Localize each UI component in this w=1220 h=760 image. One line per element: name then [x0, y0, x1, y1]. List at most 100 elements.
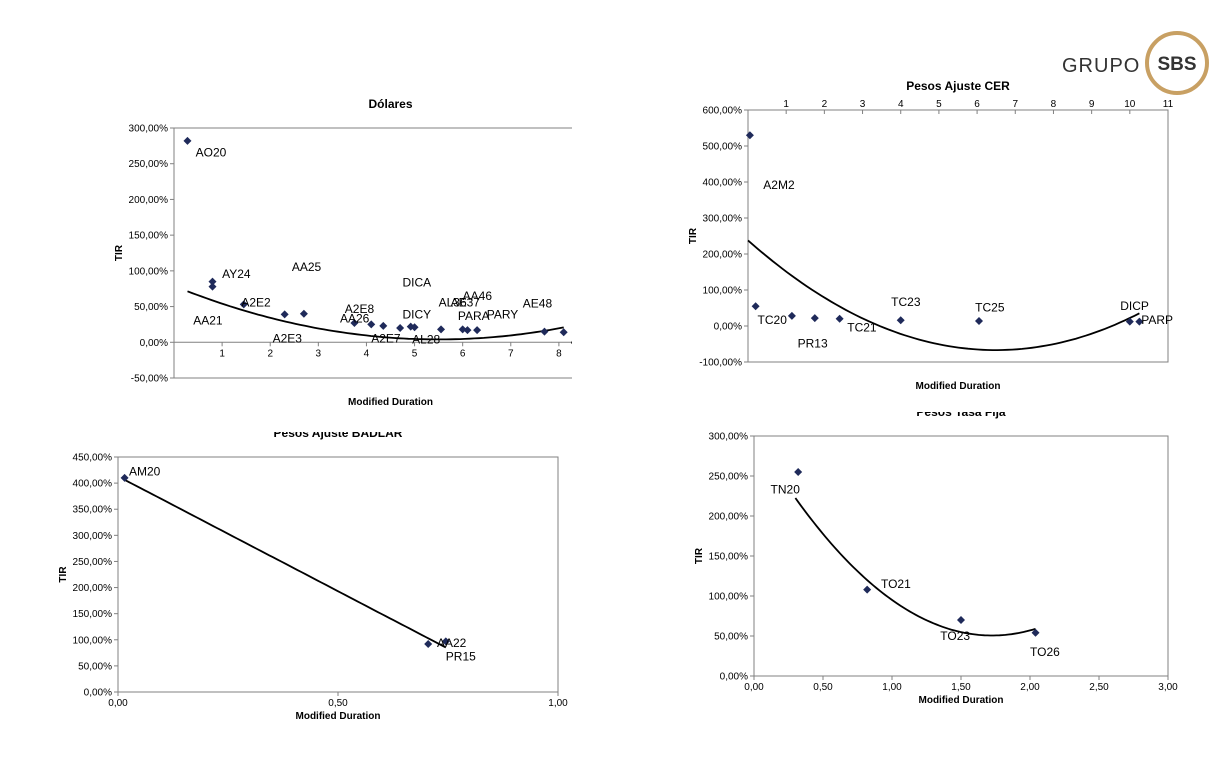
- data-label: DICA: [403, 276, 432, 290]
- x-tick-label: 5: [936, 99, 942, 110]
- data-point: [1125, 317, 1134, 326]
- logo-ring: [1145, 31, 1209, 95]
- grupo-sbs-logo: GRUPO SBS: [1056, 28, 1212, 100]
- data-label: A2E8: [345, 302, 375, 316]
- y-tick-label: 300,00%: [703, 214, 743, 225]
- y-tick-label: 150,00%: [73, 609, 113, 620]
- y-tick-label: 100,00%: [703, 286, 743, 297]
- x-tick-label: 7: [508, 348, 514, 359]
- data-point: [379, 321, 388, 330]
- y-tick-label: 300,00%: [129, 124, 169, 135]
- y-tick-label: 450,00%: [73, 453, 113, 464]
- x-tick-label: 11: [1163, 99, 1174, 110]
- data-point: [1135, 317, 1144, 326]
- chart-pesos-ajuste-cer: Pesos Ajuste CER -100,00% 0,00% 100,00% 200,…: [686, 79, 1186, 400]
- data-point: [437, 325, 446, 334]
- y-tick-label: 100,00%: [709, 592, 749, 603]
- data-point: [424, 639, 433, 648]
- x-tick-label: 7: [1012, 99, 1018, 110]
- data-point: [410, 323, 419, 332]
- data-label: PARY: [487, 308, 519, 322]
- y-tick-label: 0,00%: [720, 672, 748, 683]
- x-tick-label: 1: [783, 99, 789, 110]
- data-point: [835, 314, 844, 323]
- trend-line: [124, 479, 447, 649]
- y-axis-title: TIR: [114, 244, 125, 261]
- logo-badge: SBS: [1157, 54, 1196, 75]
- x-tick-label: 3: [860, 99, 866, 110]
- y-tick-label: 150,00%: [709, 552, 749, 563]
- y-tick-label: 100,00%: [129, 266, 169, 277]
- badlar-svg: Pesos Ajuste BADLAR 0,00% 50,00% 100,00% 150…: [58, 426, 568, 722]
- y-tick-label: 50,00%: [78, 661, 112, 672]
- y-tick-label: 50,00%: [714, 632, 748, 643]
- x-tick-label: 0,50: [328, 698, 348, 709]
- data-point: [208, 277, 217, 286]
- y-tick-label: 0,00%: [84, 688, 112, 699]
- x-tick-label: 4: [898, 99, 904, 110]
- x-tick-label: 6: [974, 99, 980, 110]
- data-point: [745, 131, 754, 140]
- data-point: [183, 136, 192, 145]
- data-label: AL36: [439, 296, 467, 310]
- chart-dolares: Dólares -50,00% 0,00% 50,00% 100,00% 150,00% 2…: [52, 88, 610, 408]
- y-tick-label: 250,00%: [73, 557, 113, 568]
- data-point: [751, 302, 760, 311]
- data-label: AO20: [196, 146, 227, 160]
- tasafija-svg: Pesos Tasa Fija 0,00% 50,00% 100,00% 150,00%…: [694, 405, 1178, 706]
- trend-line: [187, 290, 564, 341]
- data-label: AA25: [292, 260, 322, 274]
- trend-line: [747, 239, 1140, 351]
- x-tick-label: 2,00: [1020, 682, 1040, 693]
- y-tick-label: -50,00%: [131, 374, 168, 385]
- chart-title: Pesos Ajuste BADLAR: [274, 432, 403, 440]
- y-tick-label: 100,00%: [73, 635, 113, 646]
- y-axis-title: TIR: [688, 227, 699, 244]
- y-tick-label: 50,00%: [134, 302, 168, 313]
- y-tick-label: 200,00%: [73, 583, 113, 594]
- data-point: [1031, 628, 1040, 637]
- data-point: [396, 324, 405, 332]
- data-label: DICY: [403, 308, 432, 322]
- data-label: AM20: [129, 464, 161, 478]
- data-label: TC25: [975, 301, 1005, 315]
- data-label: AL28: [412, 333, 440, 347]
- data-point: [810, 314, 819, 323]
- x-tick-label: 9: [1089, 99, 1095, 110]
- chart-title: Pesos Tasa Fija: [916, 412, 1005, 419]
- data-label: TO23: [940, 629, 970, 643]
- chart-title: Dólares: [368, 97, 412, 111]
- data-point: [367, 320, 376, 329]
- x-axis-title: Modified Duration: [919, 695, 1004, 706]
- data-label: AA21: [193, 313, 223, 327]
- x-tick-label: 0,00: [108, 698, 128, 709]
- data-point: [975, 316, 983, 325]
- y-tick-label: 350,00%: [73, 505, 113, 516]
- chart-title: Pesos Ajuste CER: [906, 80, 1010, 93]
- cer-svg: Pesos Ajuste CER -100,00% 0,00% 100,00% 200,…: [688, 79, 1174, 392]
- data-label: TO21: [881, 577, 911, 591]
- data-point: [863, 585, 872, 594]
- data-point: [350, 319, 359, 327]
- data-label: A2M2: [763, 178, 795, 192]
- y-tick-label: 250,00%: [709, 472, 749, 483]
- data-label: TC23: [891, 295, 921, 309]
- data-label: PARP: [1141, 313, 1173, 327]
- data-label: AA46: [463, 289, 493, 303]
- data-label: AA26: [340, 311, 370, 325]
- chart-pesos-tasa-fija: Pesos Tasa Fija 0,00% 50,00% 100,00% 150,00%…: [682, 405, 1182, 714]
- plot-area: [117, 456, 559, 693]
- y-tick-label: 300,00%: [709, 432, 749, 443]
- x-axis-title: Modified Duration: [916, 381, 1001, 392]
- logo-disc: [1152, 38, 1202, 88]
- data-point: [559, 328, 568, 337]
- x-tick-label: 3,00: [1158, 682, 1178, 693]
- data-label: AE48: [523, 296, 553, 310]
- data-label: A2E2: [241, 296, 271, 310]
- y-tick-label: 200,00%: [709, 512, 749, 523]
- data-point: [794, 468, 803, 476]
- x-tick-label: 1: [219, 348, 225, 359]
- data-label: AY24: [222, 267, 251, 281]
- y-tick-label: 300,00%: [73, 531, 113, 542]
- x-tick-label: 1,50: [951, 682, 971, 693]
